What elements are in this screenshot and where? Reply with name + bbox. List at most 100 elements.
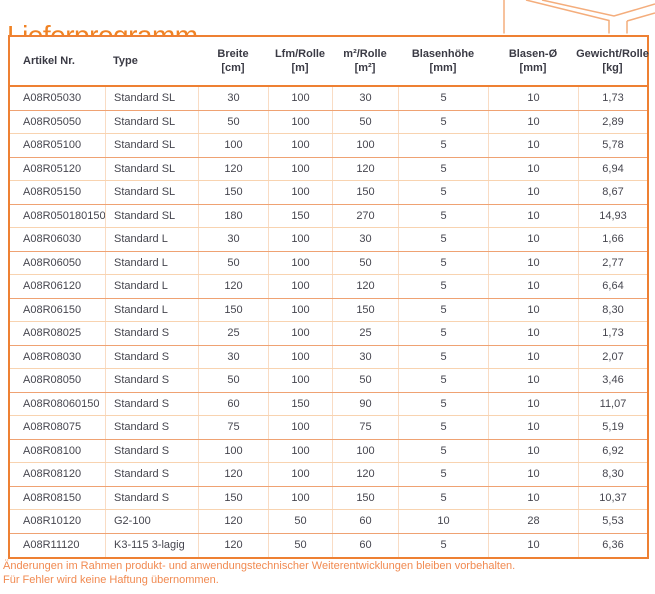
column-header-blasen-durchmesser: Blasen-Ø [mm] <box>488 37 578 85</box>
cell-m2_rolle_m2: 120 <box>332 463 398 486</box>
cell-type: Standard SL <box>105 134 198 157</box>
cell-gewicht_rolle_kg: 1,66 <box>578 228 647 251</box>
cell-blasen_durchmesser_mm: 10 <box>488 134 578 157</box>
cell-blasen_durchmesser_mm: 10 <box>488 298 578 321</box>
cell-artikel_nr: A08R08075 <box>23 421 82 434</box>
cell-m2_rolle_m2: 120 <box>332 275 398 298</box>
cell-artikel_nr: A08R08025 <box>23 327 82 340</box>
cell-breite_cm: 150 <box>198 486 268 509</box>
cell-gewicht_rolle_kg: 6,64 <box>578 275 647 298</box>
column-header-label: Blasenhöhe <box>411 48 475 60</box>
column-header-unit: [mm] <box>429 62 457 74</box>
cell-type: Standard SL <box>105 204 198 227</box>
cell-blasenhoehe_mm: 5 <box>398 298 488 321</box>
cell-m2_rolle_m2: 30 <box>332 228 398 251</box>
table-row: A08R05050 Standard SL 50 100 50 5 10 2,89 <box>10 110 647 134</box>
cell-gewicht_rolle_kg: 5,78 <box>578 134 647 157</box>
cell-type: Standard S <box>105 439 198 462</box>
cell-lfm_rolle_m: 100 <box>268 369 332 392</box>
cell-blasen_durchmesser_mm: 10 <box>488 87 578 110</box>
delivery-program-table: Artikel Nr. Type Breite [cm] Lfm/Rolle [… <box>8 35 649 559</box>
cell-artikel_nr: A08R06150 <box>23 303 82 316</box>
cell-blasenhoehe_mm: 5 <box>398 416 488 439</box>
cell-blasenhoehe_mm: 5 <box>398 251 488 274</box>
cell-m2_rolle_m2: 100 <box>332 134 398 157</box>
cell-blasen_durchmesser_mm: 10 <box>488 439 578 462</box>
cell-artikel_nr: A08R06050 <box>23 256 82 269</box>
cell-blasen_durchmesser_mm: 10 <box>488 345 578 368</box>
cell-m2_rolle_m2: 120 <box>332 157 398 180</box>
cell-blasenhoehe_mm: 5 <box>398 392 488 415</box>
table-row: A08R08075 Standard S 75 100 75 5 10 5,19 <box>10 416 647 440</box>
table-row: A08R08120 Standard S 120 100 120 5 10 8,30 <box>10 463 647 487</box>
cell-m2_rolle_m2: 25 <box>332 322 398 345</box>
column-header-blasenhoehe: Blasenhöhe [mm] <box>398 37 488 85</box>
cell-gewicht_rolle_kg: 10,37 <box>578 486 647 509</box>
cell-artikel_nr: A08R10120 <box>23 515 82 528</box>
cell-breite_cm: 30 <box>198 87 268 110</box>
cell-breite_cm: 120 <box>198 533 268 557</box>
cell-type: Standard S <box>105 369 198 392</box>
cell-lfm_rolle_m: 100 <box>268 298 332 321</box>
cell-breite_cm: 60 <box>198 392 268 415</box>
cell-breite_cm: 120 <box>198 463 268 486</box>
cell-type: Standard L <box>105 298 198 321</box>
cell-lfm_rolle_m: 50 <box>268 510 332 533</box>
table-row: A08R08030 Standard S 30 100 30 5 10 2,07 <box>10 345 647 369</box>
cell-m2_rolle_m2: 150 <box>332 486 398 509</box>
cell-lfm_rolle_m: 100 <box>268 157 332 180</box>
cell-blasen_durchmesser_mm: 10 <box>488 369 578 392</box>
cell-lfm_rolle_m: 150 <box>268 392 332 415</box>
cell-artikel_nr: A08R05100 <box>23 139 82 152</box>
cell-blasenhoehe_mm: 5 <box>398 157 488 180</box>
cell-blasen_durchmesser_mm: 10 <box>488 110 578 133</box>
cell-type: K3-115 3-lagig <box>105 533 198 557</box>
column-header-lfm-rolle: Lfm/Rolle [m] <box>268 37 332 85</box>
cell-breite_cm: 150 <box>198 298 268 321</box>
column-header-unit: [kg] <box>602 62 623 74</box>
cell-blasen_durchmesser_mm: 10 <box>488 486 578 509</box>
cell-blasenhoehe_mm: 10 <box>398 510 488 533</box>
cell-lfm_rolle_m: 100 <box>268 87 332 110</box>
cell-gewicht_rolle_kg: 8,67 <box>578 181 647 204</box>
cell-artikel_nr: A08R06030 <box>23 233 82 246</box>
cell-blasenhoehe_mm: 5 <box>398 322 488 345</box>
carton-wireframe-graphic <box>503 0 655 34</box>
cell-m2_rolle_m2: 50 <box>332 251 398 274</box>
cell-artikel_nr: A08R05150 <box>23 186 82 199</box>
cell-lfm_rolle_m: 150 <box>268 204 332 227</box>
cell-artikel_nr: A08R050180150 <box>23 209 106 222</box>
cell-lfm_rolle_m: 100 <box>268 416 332 439</box>
column-header-label: m²/Rolle <box>343 48 387 60</box>
cell-gewicht_rolle_kg: 1,73 <box>578 322 647 345</box>
column-header-m2-rolle: m²/Rolle [m²] <box>332 37 398 85</box>
cell-m2_rolle_m2: 270 <box>332 204 398 227</box>
cell-artikel_nr: A08R08030 <box>23 350 82 363</box>
cell-breite_cm: 120 <box>198 275 268 298</box>
table-row: A08R08025 Standard S 25 100 25 5 10 1,73 <box>10 322 647 346</box>
column-header-unit: [mm] <box>519 62 547 74</box>
cell-lfm_rolle_m: 100 <box>268 181 332 204</box>
cell-m2_rolle_m2: 60 <box>332 510 398 533</box>
cell-gewicht_rolle_kg: 6,92 <box>578 439 647 462</box>
cell-type: Standard S <box>105 392 198 415</box>
cell-lfm_rolle_m: 100 <box>268 463 332 486</box>
cell-blasen_durchmesser_mm: 10 <box>488 463 578 486</box>
cell-breite_cm: 100 <box>198 134 268 157</box>
cell-type: Standard SL <box>105 181 198 204</box>
cell-artikel_nr: A08R11120 <box>23 539 80 552</box>
cell-artikel_nr: A08R08050 <box>23 374 82 387</box>
cell-m2_rolle_m2: 30 <box>332 345 398 368</box>
cell-blasen_durchmesser_mm: 28 <box>488 510 578 533</box>
cell-type: Standard S <box>105 322 198 345</box>
cell-m2_rolle_m2: 30 <box>332 87 398 110</box>
cell-breite_cm: 75 <box>198 416 268 439</box>
cell-blasenhoehe_mm: 5 <box>398 486 488 509</box>
table-row: A08R050180150 Standard SL 180 150 270 5 10 14,9… <box>10 204 647 228</box>
cell-gewicht_rolle_kg: 3,46 <box>578 369 647 392</box>
cell-lfm_rolle_m: 100 <box>268 439 332 462</box>
cell-type: Standard S <box>105 463 198 486</box>
cell-artikel_nr: A08R05030 <box>23 92 82 105</box>
cell-artikel_nr: A08R08100 <box>23 444 82 457</box>
cell-artikel_nr: A08R06120 <box>23 280 82 293</box>
